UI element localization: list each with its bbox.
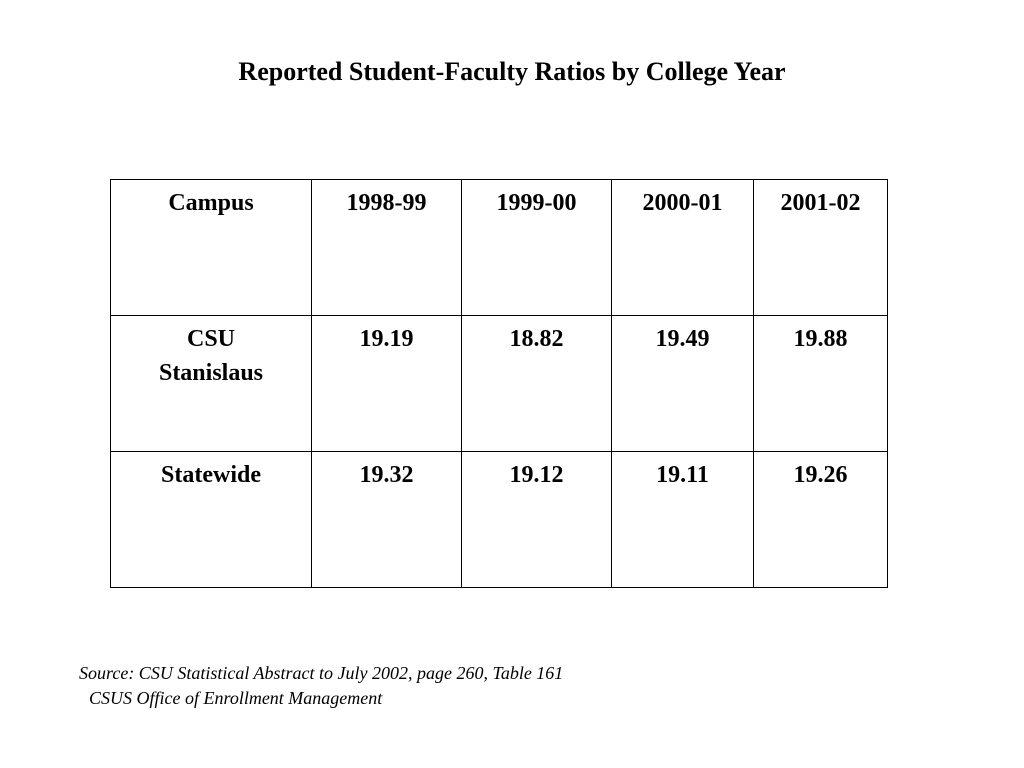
- source-line-2: CSUS Office of Enrollment Management: [89, 688, 383, 708]
- slide-title: Reported Student-Faculty Ratios by Colle…: [238, 57, 786, 86]
- header-1998-99: 1998-99: [311, 179, 462, 316]
- table-row: CSU Stanislaus 19.19 18.82 19.49 19.88: [110, 315, 888, 452]
- value-cell: 19.49: [611, 315, 754, 452]
- value-cell: 19.19: [311, 315, 462, 452]
- header-1999-00: 1999-00: [461, 179, 612, 316]
- header-2001-02: 2001-02: [753, 179, 888, 316]
- value-cell: 19.32: [311, 451, 462, 588]
- header-campus: Campus: [110, 179, 312, 316]
- campus-cell: Statewide: [110, 451, 312, 588]
- campus-cell: CSU Stanislaus: [110, 315, 312, 452]
- value-cell: 19.11: [611, 451, 754, 588]
- campus-name: CSU Stanislaus: [158, 326, 264, 386]
- source-note: Source: CSU Statistical Abstract to July…: [79, 661, 563, 711]
- value-cell: 18.82: [461, 315, 612, 452]
- value-cell: 19.88: [753, 315, 888, 452]
- value-cell: 19.12: [461, 451, 612, 588]
- value-cell: 19.26: [753, 451, 888, 588]
- header-2000-01: 2000-01: [611, 179, 754, 316]
- table-header-row: Campus 1998-99 1999-00 2000-01 2001-02: [110, 179, 888, 316]
- source-line-1: Source: CSU Statistical Abstract to July…: [79, 663, 564, 683]
- ratio-table: Campus 1998-99 1999-00 2000-01 2001-02 C…: [110, 179, 888, 588]
- table-row: Statewide 19.32 19.12 19.11 19.26: [110, 451, 888, 588]
